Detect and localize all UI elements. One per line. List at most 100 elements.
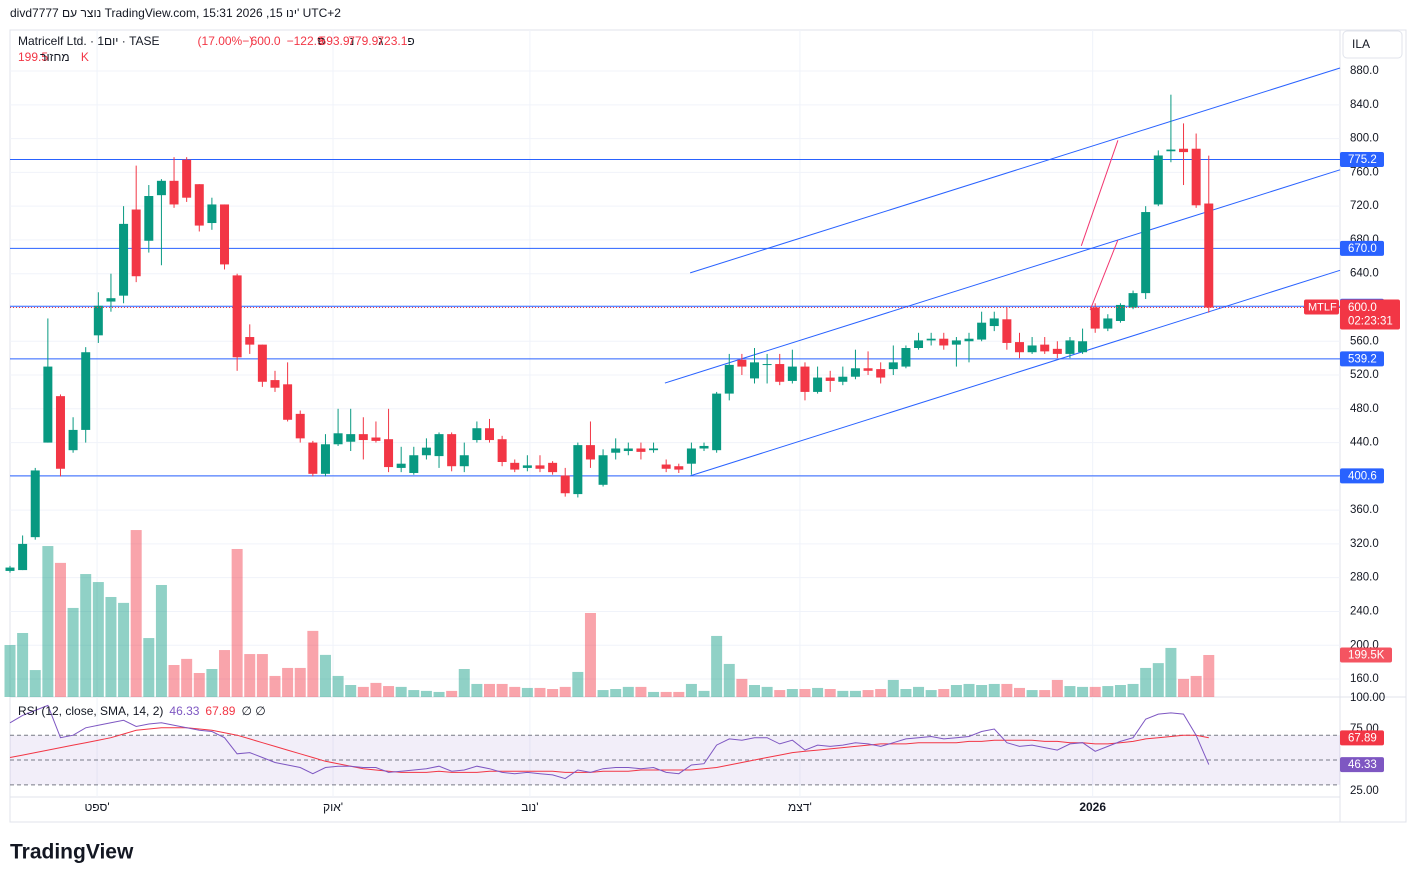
volume-bar (736, 678, 748, 697)
volume-bar (118, 602, 130, 697)
candle-body (30, 470, 40, 538)
candle-body (712, 393, 722, 451)
volume-bar (622, 686, 634, 697)
volume-legend: מחזור199.5 K (18, 50, 89, 64)
candle-body (371, 437, 381, 441)
volume-bar (610, 688, 622, 697)
candle-body (156, 180, 166, 196)
volume-bar (534, 687, 546, 697)
candle-body (522, 465, 532, 468)
volume-bar (256, 654, 268, 697)
candle-body (18, 543, 28, 571)
candle-body (1014, 342, 1024, 353)
trendline (689, 269, 1341, 477)
candle-body (699, 445, 709, 449)
ohlc-value: 593.9 (320, 34, 350, 48)
y-tick-label: 280.0 (1350, 572, 1379, 584)
candle-body (93, 305, 103, 336)
volume-bar (496, 683, 508, 697)
rsi-value-label: 46.33 (1348, 759, 1377, 771)
y-tick-label: 360.0 (1350, 504, 1379, 516)
volume-bar (1127, 683, 1139, 697)
candle-body (1204, 203, 1214, 308)
candle-body (598, 455, 608, 485)
trendline (1089, 239, 1119, 311)
volume-bar (660, 691, 672, 697)
candle-body (1040, 344, 1050, 352)
candle-body (548, 462, 558, 473)
currency-box[interactable] (1342, 30, 1403, 59)
volume-bar (1039, 690, 1051, 697)
volume-bar (319, 654, 331, 697)
candle-body (926, 338, 936, 341)
candle-body (1090, 307, 1100, 329)
y-tick-label: 760.0 (1350, 166, 1379, 178)
volume-bar (723, 663, 735, 697)
rsi-tick-label: 25.00 (1350, 785, 1379, 797)
volume-bar (269, 675, 281, 697)
symbol-box (1304, 299, 1339, 315)
rsi-title: RSI (12, close, SMA, 14, 2) (18, 704, 163, 718)
candle-body (611, 448, 621, 453)
volume-bar (168, 664, 180, 697)
rsi-empty: ∅ ∅ (241, 704, 265, 718)
x-tick-label: נוב' (521, 800, 538, 814)
candle-body (585, 445, 595, 460)
candle-body (283, 384, 293, 420)
candle-body (510, 462, 520, 470)
volume-bar (900, 688, 912, 697)
candle-body (1153, 155, 1163, 205)
candle-body (964, 338, 974, 342)
volume-bar (1102, 686, 1114, 697)
currency[interactable]: ILA (1352, 37, 1370, 51)
volume-label: 199.5K (1348, 650, 1385, 662)
x-tick-label: ספט' (84, 800, 109, 814)
volume-bar (42, 546, 54, 697)
candle-body (1027, 345, 1037, 353)
ohlc-prefix: ס (318, 34, 326, 48)
candle-body (649, 448, 659, 451)
volume-bar (799, 688, 811, 697)
volume-bar (1152, 663, 1164, 697)
candle-body (207, 204, 217, 224)
y-tick-label: 560.0 (1350, 335, 1379, 347)
volume-bar (938, 688, 950, 697)
volume-bar (963, 683, 975, 697)
level-label: 670.0 (1348, 243, 1377, 255)
candle-body (270, 380, 280, 388)
candle-body (320, 444, 330, 474)
level-label-box (1340, 468, 1384, 484)
volume-bar (875, 688, 887, 697)
volume-bar (748, 684, 760, 697)
candle-body (674, 466, 684, 470)
volume-bar (370, 682, 382, 697)
rsi-sma-line (9, 727, 1209, 773)
candle-body (939, 338, 949, 346)
y-tick-label: 320.0 (1350, 538, 1379, 550)
candle-body (775, 364, 785, 382)
y-tick-label: 800.0 (1350, 133, 1379, 145)
volume-bar (155, 584, 167, 697)
ohlc-value: 600.0 (251, 34, 281, 48)
candle-body (1166, 149, 1176, 152)
candle-body (1103, 318, 1113, 329)
y-tick-label: 880.0 (1350, 65, 1379, 77)
volume-bar (837, 690, 849, 697)
volume-bar (786, 688, 798, 697)
volume-bar (761, 686, 773, 697)
volume-bar (584, 612, 596, 697)
volume-bar (1051, 679, 1063, 697)
candle-body (1128, 293, 1138, 308)
volume-bar (824, 688, 836, 697)
legend-title: Matricelf Ltd. · 1יום · TASE (18, 34, 160, 48)
volume-bar (925, 690, 937, 697)
volume-bar (547, 688, 559, 697)
volume-bar (1203, 654, 1215, 697)
y-tick-label: 640.0 (1350, 268, 1379, 280)
volume-bar (143, 638, 155, 697)
volume-bar (395, 686, 407, 697)
candle-body (81, 352, 91, 430)
candle-body (43, 366, 53, 443)
volume-bar (673, 691, 685, 697)
countdown: 02:23:31 (1348, 316, 1393, 328)
